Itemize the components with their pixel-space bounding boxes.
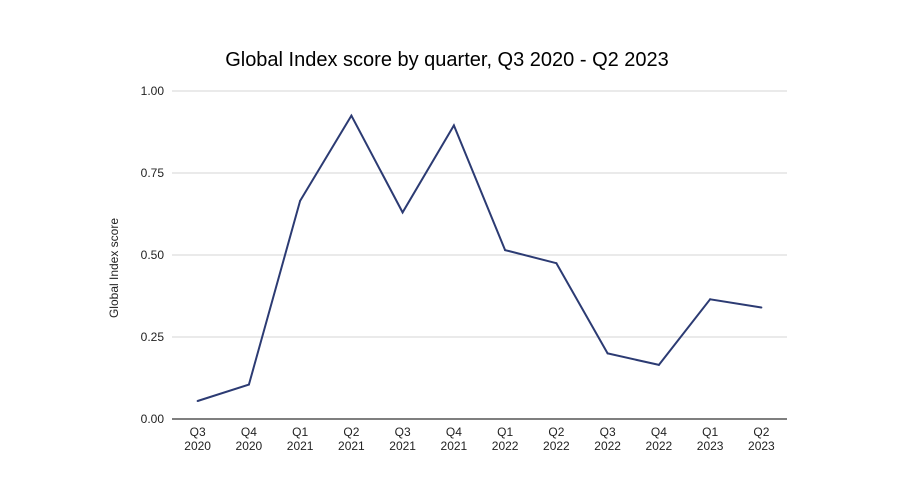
y-tick-label: 0.00 bbox=[141, 412, 165, 426]
data-point bbox=[709, 298, 712, 301]
y-tick-label: 0.25 bbox=[141, 330, 165, 344]
x-tick-label: Q1 2023 bbox=[697, 425, 724, 453]
x-tick-label: Q4 2020 bbox=[236, 425, 263, 453]
x-tick-label: Q1 2021 bbox=[287, 425, 314, 453]
x-tick-label: Q2 2022 bbox=[543, 425, 570, 453]
x-tick-label: Q3 2020 bbox=[184, 425, 211, 453]
x-tick-label: Q2 2023 bbox=[748, 425, 775, 453]
series-global-index bbox=[196, 113, 763, 402]
data-point bbox=[657, 363, 660, 366]
x-tick-label: Q4 2022 bbox=[646, 425, 673, 453]
data-point bbox=[555, 262, 558, 265]
x-tick-label: Q3 2022 bbox=[594, 425, 621, 453]
x-tick-label: Q4 2021 bbox=[441, 425, 468, 453]
data-point bbox=[504, 249, 507, 252]
data-point bbox=[452, 124, 455, 127]
y-tick-labels: 0.00 0.25 0.50 0.75 1.00 bbox=[141, 84, 165, 426]
grid-lines bbox=[172, 90, 787, 338]
data-point bbox=[760, 306, 763, 309]
data-point bbox=[196, 399, 199, 402]
data-point bbox=[606, 352, 609, 355]
x-tick-label: Q1 2022 bbox=[492, 425, 519, 453]
data-point bbox=[247, 383, 250, 386]
x-tick-label: Q2 2021 bbox=[338, 425, 365, 453]
x-tick-labels: Q3 2020 Q4 2020 Q1 2021 Q2 2021 Q3 2021 Q4 2021 Q1 20… bbox=[184, 425, 775, 453]
y-tick-label: 1.00 bbox=[141, 84, 165, 98]
data-point bbox=[299, 199, 302, 202]
series-line bbox=[197, 113, 762, 402]
chart-title: Global Index score by quarter, Q3 2020 -… bbox=[225, 49, 669, 71]
y-tick-label: 0.75 bbox=[141, 166, 165, 180]
data-point bbox=[401, 211, 404, 214]
x-tick-label: Q3 2021 bbox=[389, 425, 416, 453]
y-tick-label: 0.50 bbox=[141, 248, 165, 262]
y-axis-label: Global Index score bbox=[107, 218, 121, 318]
data-point bbox=[350, 114, 353, 117]
